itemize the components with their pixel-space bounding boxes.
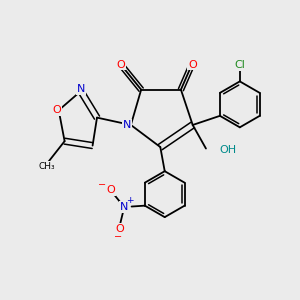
Text: O: O bbox=[116, 224, 124, 234]
Text: Cl: Cl bbox=[234, 60, 245, 70]
Text: +: + bbox=[126, 196, 133, 205]
Text: N: N bbox=[123, 120, 131, 130]
Text: O: O bbox=[188, 60, 197, 70]
Text: N: N bbox=[76, 84, 85, 94]
Text: O: O bbox=[52, 105, 61, 115]
Text: O: O bbox=[116, 60, 125, 70]
Text: O: O bbox=[106, 185, 115, 195]
Text: N: N bbox=[120, 202, 128, 212]
Text: OH: OH bbox=[219, 145, 236, 155]
Text: −: − bbox=[98, 180, 106, 190]
Text: CH₃: CH₃ bbox=[39, 162, 55, 171]
Text: −: − bbox=[114, 232, 122, 242]
